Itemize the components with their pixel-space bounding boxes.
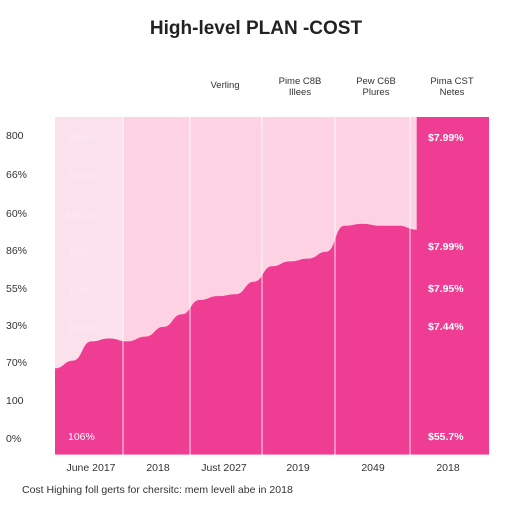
- right-label: $7.99%: [428, 241, 464, 253]
- series-area: [55, 117, 489, 455]
- column-header-4-line2: Netes: [439, 87, 465, 98]
- left-label: 10pm: [68, 322, 95, 334]
- column-header-1: Verling: [195, 80, 255, 91]
- y-tick-label: 800: [6, 130, 24, 142]
- y-tick-label: 55%: [6, 283, 28, 295]
- x-tick-label: June 2017: [66, 462, 116, 474]
- y-tick-label: 86%: [6, 245, 28, 257]
- column-header-3-line2: Plures: [362, 87, 390, 98]
- left-label: 100m: [68, 247, 95, 259]
- column-header-2: Pime C8B Illees: [268, 76, 332, 98]
- chart-title: High-level PLAN -COST: [149, 18, 363, 39]
- y-tick-label: 30%: [6, 320, 28, 332]
- right-label: $55.7%: [428, 431, 464, 443]
- x-tick-label: 2018: [436, 462, 460, 474]
- x-tick-label: 2018: [146, 462, 170, 474]
- grid-lines: [55, 117, 489, 456]
- y-tick-label: 70%: [6, 357, 28, 369]
- chart-caption: Cost Highing foll gerts for chersitc: me…: [22, 484, 293, 496]
- column-header-3: Pew C6B Plures: [344, 76, 408, 98]
- y-tick-label: 100: [6, 395, 24, 407]
- column-header-1-line1: Verling: [210, 80, 240, 91]
- column-header-3-line1: Pew C6B: [356, 76, 396, 87]
- column-header-2-line1: Pime C8B: [278, 76, 322, 87]
- y-tick-label: 0%: [6, 433, 22, 445]
- right-label: $7.44%: [428, 321, 464, 333]
- y-tick-label: 66%: [6, 169, 28, 181]
- left-label: 50pm: [68, 132, 95, 144]
- right-label: $7.99%: [428, 132, 464, 144]
- column-header-4-line1: Pima CST: [430, 76, 474, 87]
- right-label: $7.95%: [428, 283, 464, 295]
- x-tick-label: 2019: [286, 462, 310, 474]
- column-header-4: Pima CST Netes: [420, 76, 484, 98]
- x-tick-label: 2049: [361, 462, 385, 474]
- x-tick-label: Just 2027: [201, 462, 247, 474]
- column-header-2-line2: Illees: [288, 87, 312, 98]
- left-label: 100m: [68, 285, 95, 297]
- left-label: 50pm: [68, 170, 95, 182]
- left-label: $500m: [66, 209, 98, 221]
- left-label: 106%: [68, 431, 95, 443]
- y-tick-label: 60%: [6, 208, 28, 220]
